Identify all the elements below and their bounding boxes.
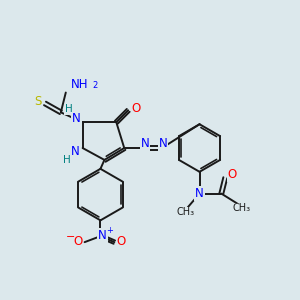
Text: −: − (66, 232, 75, 242)
Text: N: N (141, 136, 149, 150)
Text: O: O (228, 168, 237, 181)
Text: H: H (65, 104, 73, 114)
Text: O: O (73, 235, 82, 248)
Text: O: O (131, 102, 141, 115)
Text: 2: 2 (92, 81, 98, 90)
Text: S: S (34, 95, 42, 108)
Text: H: H (63, 155, 71, 165)
Text: N: N (98, 229, 107, 242)
Text: N: N (71, 146, 80, 158)
Text: O: O (117, 235, 126, 248)
Text: CH₃: CH₃ (232, 203, 250, 214)
Text: N: N (158, 136, 167, 150)
Text: N: N (72, 112, 81, 125)
Text: +: + (106, 226, 113, 235)
Text: NH: NH (71, 78, 88, 91)
Text: CH₃: CH₃ (177, 207, 195, 218)
Text: N: N (195, 187, 204, 200)
